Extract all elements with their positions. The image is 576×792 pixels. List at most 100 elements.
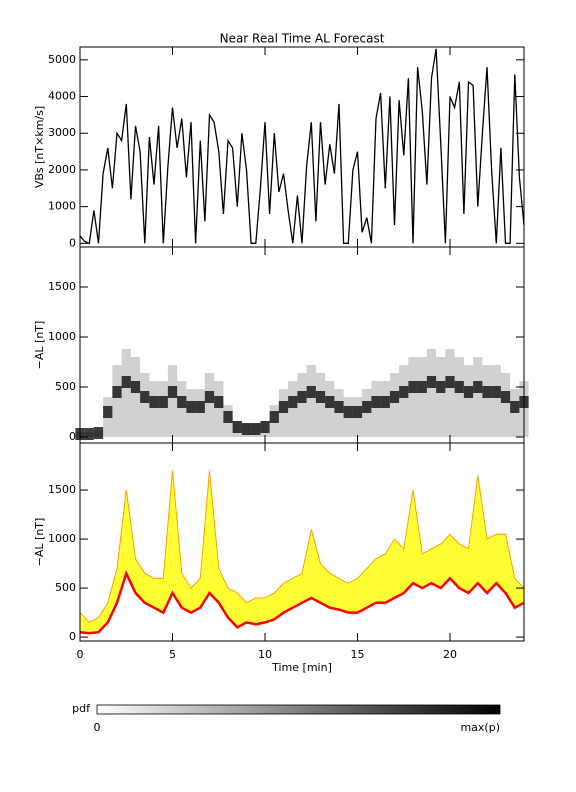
pdf-peak xyxy=(121,376,131,388)
pdf-peak xyxy=(195,401,205,413)
pdf-peak xyxy=(463,386,474,398)
pdf-column xyxy=(380,381,390,437)
x-tick-label: 15 xyxy=(351,648,365,661)
colorbar-label: pdf xyxy=(72,702,91,715)
pdf-column xyxy=(204,373,215,437)
pdf-peak xyxy=(103,406,113,418)
pdf-column xyxy=(426,349,437,437)
pdf-peak xyxy=(297,391,307,403)
x-tick-label: 0 xyxy=(77,648,84,661)
pdf-peak xyxy=(112,386,122,398)
pdf-peak xyxy=(223,411,233,423)
pdf-peak xyxy=(380,396,390,408)
pdf-peak xyxy=(426,376,437,388)
pdf-column xyxy=(473,357,483,437)
pdf-peak xyxy=(288,396,298,408)
pdf-column xyxy=(297,373,307,437)
y-tick-label: 1500 xyxy=(48,280,76,293)
pdf-peak xyxy=(158,396,168,408)
pdf-peak xyxy=(389,391,400,403)
pdf-column xyxy=(371,381,381,437)
pdf-peak xyxy=(204,391,215,403)
pdf-peak xyxy=(278,401,289,413)
pdf-column xyxy=(500,373,511,437)
pdf-column xyxy=(177,381,187,437)
y-tick-label: 0 xyxy=(69,430,76,443)
pdf-column xyxy=(214,381,224,437)
pdf-peak xyxy=(167,386,178,398)
pdf-peak xyxy=(241,423,252,435)
pdf-peak xyxy=(130,381,141,393)
y-tick-label: 5000 xyxy=(48,53,76,66)
pdf-column xyxy=(445,349,455,437)
y-tick-label: 0 xyxy=(69,236,76,249)
pdf-column xyxy=(306,365,316,437)
y-tick-label: 0 xyxy=(69,630,76,643)
colorbar-max: max(p) xyxy=(460,721,500,734)
pdf-peak xyxy=(417,381,427,393)
pdf-peak xyxy=(214,396,224,408)
pdf-peak xyxy=(334,401,344,413)
y-tick-label: 1000 xyxy=(48,200,76,213)
y-axis-label: −AL [nT] xyxy=(33,321,46,370)
pdf-peak xyxy=(491,386,501,398)
y-axis-label: −AL [nT] xyxy=(33,518,46,567)
pdf-peak xyxy=(93,427,104,439)
pdf-column xyxy=(454,357,464,437)
pdf-peak xyxy=(445,376,455,388)
pdf-peak xyxy=(408,381,418,393)
pdf-peak xyxy=(186,401,196,413)
y-tick-label: 3000 xyxy=(48,126,76,139)
pdf-column xyxy=(121,349,131,437)
pdf-peak xyxy=(177,396,187,408)
pdf-column xyxy=(112,365,122,437)
x-tick-label: 5 xyxy=(169,648,176,661)
y-tick-label: 1000 xyxy=(48,330,76,343)
pdf-peak xyxy=(251,423,261,435)
pdf-peak xyxy=(352,406,363,418)
pdf-peak xyxy=(362,401,372,413)
pdf-peak xyxy=(269,411,279,423)
pdf-column xyxy=(140,373,150,437)
pdf-column xyxy=(288,381,298,437)
colorbar xyxy=(96,704,501,715)
pdf-column xyxy=(315,373,326,437)
median-line xyxy=(79,569,525,635)
x-tick-label: 10 xyxy=(258,648,272,661)
y-tick-label: 500 xyxy=(55,581,76,594)
pdf-peak xyxy=(454,381,464,393)
pdf-peak xyxy=(500,391,511,403)
pdf-column xyxy=(389,373,400,437)
pdf-column xyxy=(408,357,418,437)
pdf-column xyxy=(399,365,409,437)
plot-frame xyxy=(79,46,525,248)
y-tick-label: 1500 xyxy=(48,483,76,496)
pdf-peak xyxy=(84,428,94,440)
pdf-peak xyxy=(399,386,409,398)
pdf-peak xyxy=(140,391,150,403)
pdf-peak xyxy=(315,391,326,403)
colorbar-min: 0 xyxy=(94,721,101,734)
pdf-peak xyxy=(325,396,335,408)
pdf-peak xyxy=(306,386,316,398)
vbs-line xyxy=(79,48,525,245)
y-tick-label: 4000 xyxy=(48,90,76,103)
pdf-column xyxy=(463,365,474,437)
x-tick-label: 20 xyxy=(443,648,457,661)
pdf-peak xyxy=(232,421,242,433)
y-tick-label: 500 xyxy=(55,380,76,393)
pdf-peak xyxy=(260,421,270,433)
x-axis-label: Time [min] xyxy=(271,661,332,674)
plot-frame xyxy=(79,442,525,642)
pdf-peak xyxy=(436,381,446,393)
pdf-peak xyxy=(482,386,492,398)
pdf-column xyxy=(167,365,178,437)
pdf-peak xyxy=(371,396,381,408)
pdf-column xyxy=(491,365,501,437)
pdf-column xyxy=(149,381,159,437)
pdf-column xyxy=(417,357,427,437)
y-axis-label: VBs [nT×km/s] xyxy=(33,106,46,188)
y-tick-label: 1000 xyxy=(48,532,76,545)
forecast-band xyxy=(79,470,525,634)
